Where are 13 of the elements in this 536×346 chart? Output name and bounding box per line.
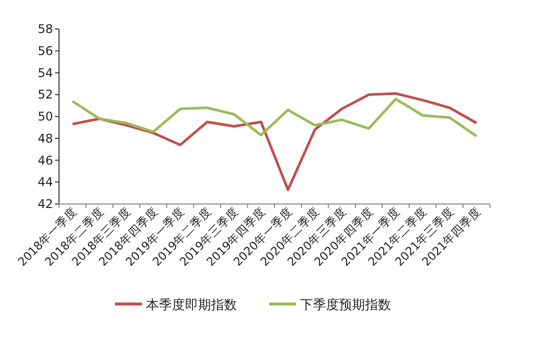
y-tick-label: 50: [38, 110, 53, 124]
y-tick-label: 58: [38, 22, 53, 36]
y-tick-label: 44: [38, 175, 53, 190]
y-tick-label: 56: [38, 44, 53, 58]
legend-label: 本季度即期指数: [146, 297, 237, 313]
legend-label: 下季度预期指数: [300, 297, 391, 313]
y-tick-label: 42: [38, 197, 53, 211]
y-tick-label: 48: [38, 131, 53, 146]
y-tick-label: 54: [38, 66, 53, 80]
y-tick-label: 52: [38, 88, 53, 102]
line-series: [71, 98, 478, 138]
line-series: [71, 92, 478, 192]
y-tick-label: 46: [38, 153, 53, 168]
